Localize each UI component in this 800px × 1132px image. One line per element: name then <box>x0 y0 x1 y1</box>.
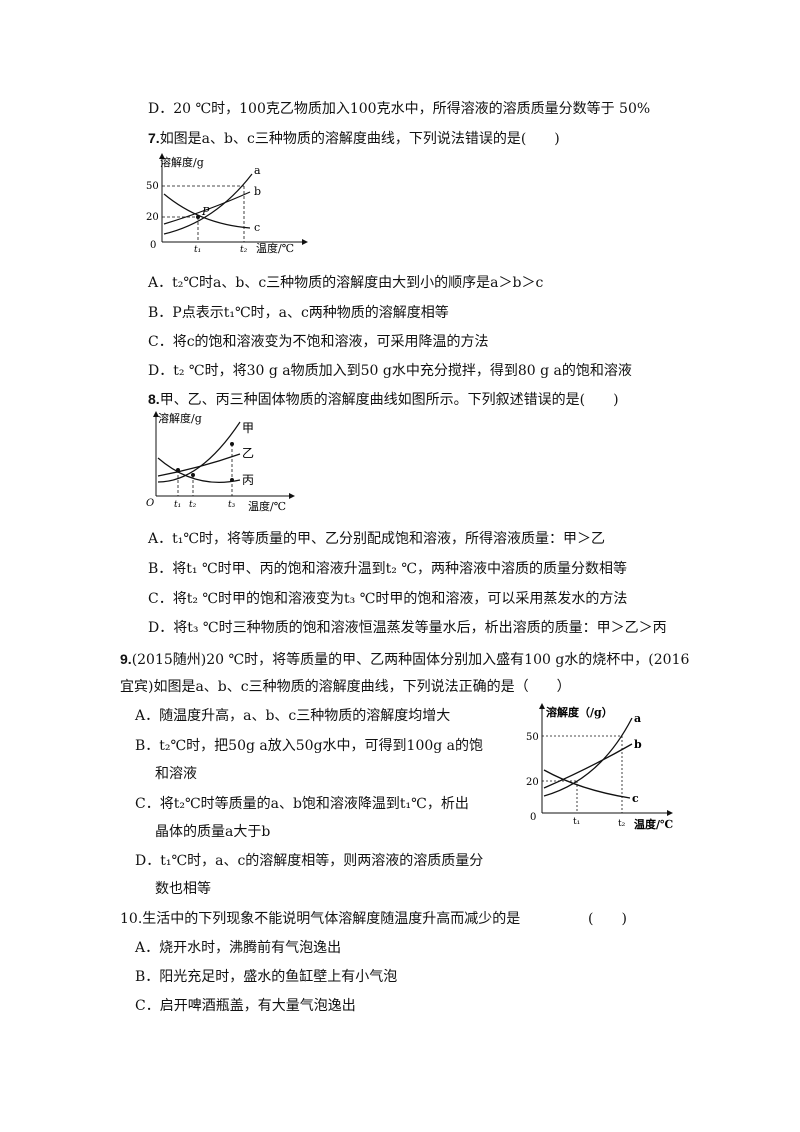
q9-y-50: 50 <box>526 732 539 743</box>
q8-origin: O <box>146 498 154 509</box>
q9-stem-text1: (2015随州)20 ℃时，将等质量的甲、乙两种固体分别加入盛有100 g水的烧… <box>131 652 690 668</box>
q9-y-20: 20 <box>526 777 539 788</box>
q9-origin: 0 <box>530 812 536 823</box>
q9-t2: t₂ <box>618 819 626 829</box>
q7-label-a: a <box>254 164 261 177</box>
q8-option-d: D．将t₃ ℃时三种物质的饱和溶液恒温蒸发等量水后，析出溶质的质量：甲＞乙＞丙 <box>148 620 667 636</box>
q8-label-yi: 乙 <box>242 446 254 460</box>
q9-stem-line1: 9.(2015随州)20 ℃时，将等质量的甲、乙两种固体分别加入盛有100 g水… <box>120 650 689 669</box>
q7-origin: 0 <box>150 240 156 251</box>
q8-x-label: 温度/℃ <box>248 499 286 513</box>
q7-stem: 7.如图是a、b、c三种物质的溶解度曲线，下列说法错误的是( ) <box>148 129 560 148</box>
q9-curve-b <box>543 743 633 789</box>
q7-curve-b <box>163 191 251 225</box>
q7-number: 7. <box>148 130 160 146</box>
q9-option-a: A．随温度升高，a、b、c三种物质的溶解度均增大 <box>135 708 451 724</box>
q8-stem-text: 甲、乙、丙三种固体物质的溶解度曲线如图所示。下列叙述错误的是( ) <box>159 392 619 408</box>
q8-label-jia: 甲 <box>242 421 254 435</box>
q9-label-b: b <box>634 738 642 751</box>
q9-label-a: a <box>634 712 641 725</box>
q8-t1: t₁ <box>174 500 181 510</box>
q8-solubility-graph: 溶解度/g O t₁ t₂ t₃ 温度/℃ 甲 乙 丙 <box>146 411 295 513</box>
q8-option-b: B．将t₁ ℃时甲、丙的饱和溶液升温到t₂ ℃，两种溶液中溶质的质量分数相等 <box>148 561 627 577</box>
q9-option-c-line2: 晶体的质量a大于b <box>155 824 271 840</box>
q8-label-bing: 丙 <box>242 473 254 487</box>
q10-answer-paren: ( ) <box>588 911 627 927</box>
q9-stem-line2: 宜宾)如图是a、b、c三种物质的溶解度曲线，下列说法正确的是（ ） <box>120 679 571 695</box>
q9-option-b-line2: 和溶液 <box>155 766 197 782</box>
q9-option-c-line1: C．将t₂℃时等质量的a、b饱和溶液降温到t₁℃，析出 <box>135 796 469 812</box>
q9-option-b-line1: B．t₂℃时，把50g a放入50g水中，可得到100g a的饱 <box>135 738 484 754</box>
q7-option-c: C．将c的饱和溶液变为不饱和溶液，可采用降温的方法 <box>148 334 489 350</box>
q7-option-b: B．P点表示t₁℃时，a、c两种物质的溶解度相等 <box>148 305 449 321</box>
q7-y-50: 50 <box>146 181 159 192</box>
q8-y-label: 溶解度/g <box>158 411 202 425</box>
q10-option-b: B．阳光充足时，盛水的鱼缸壁上有小气泡 <box>135 969 398 985</box>
q8-curve-bing <box>157 457 241 483</box>
q8-number: 8. <box>148 391 160 407</box>
q9-option-d-line2: 数也相等 <box>155 881 211 897</box>
q7-y-20: 20 <box>146 212 159 223</box>
q7-option-a: A．t₂℃时a、b、c三种物质的溶解度由大到小的顺序是a＞b＞c <box>148 275 544 291</box>
q7-curve-c <box>163 193 251 229</box>
q9-curve-a <box>543 717 633 797</box>
q8-t3: t₃ <box>228 500 236 510</box>
q7-solubility-graph: 溶解度/g 50 20 0 t₁ t₂ 温度/℃ a b c P <box>146 153 308 255</box>
q7-stem-text: 如图是a、b、c三种物质的溶解度曲线，下列说法错误的是( ) <box>159 131 560 147</box>
q9-t1: t₁ <box>573 817 580 827</box>
q9-y-label: 溶解度（/g） <box>546 705 613 719</box>
q10-stem: 10.生活中的下列现象不能说明气体溶解度随温度升高而减少的是 <box>120 911 521 927</box>
q6-option-d: D．20 ℃时，100克乙物质加入100克水中，所得溶液的溶质质量分数等于 50… <box>148 101 651 117</box>
q7-label-c: c <box>254 221 260 234</box>
q7-option-d: D．t₂ ℃时，将30 g a物质加入到50 g水中充分搅拌，得到80 g a的… <box>148 363 632 379</box>
q9-solubility-graph: 溶解度（/g） 50 20 0 t₁ t₂ 温度/℃ a b c <box>526 703 673 831</box>
q8-curve-yi <box>157 453 241 477</box>
q9-option-d-line1: D．t₁℃时，a、c的溶解度相等，则两溶液的溶质质量分 <box>135 853 484 869</box>
q8-t2: t₂ <box>189 500 197 510</box>
q7-x-label: 温度/℃ <box>256 241 294 255</box>
q8-stem: 8.甲、乙、丙三种固体物质的溶解度曲线如图所示。下列叙述错误的是( ) <box>148 390 619 409</box>
q7-label-b: b <box>254 185 261 198</box>
q9-x-label: 温度/℃ <box>634 817 673 831</box>
q10-option-c: C．启开啤酒瓶盖，有大量气泡逸出 <box>135 998 356 1014</box>
q7-t1: t₁ <box>194 245 201 255</box>
q9-number: 9. <box>120 651 132 667</box>
q10-option-a: A．烧开水时，沸腾前有气泡逸出 <box>135 940 342 956</box>
q9-curve-c <box>543 769 631 799</box>
q9-label-c: c <box>632 792 639 805</box>
q7-curve-a <box>163 173 253 235</box>
q7-label-p: P <box>201 205 210 218</box>
q7-y-label: 溶解度/g <box>160 155 204 169</box>
q7-t2: t₂ <box>240 245 248 255</box>
q8-option-a: A．t₁℃时，将等质量的甲、乙分别配成饱和溶液，所得溶液质量：甲＞乙 <box>148 531 606 547</box>
q8-option-c: C．将t₂ ℃时甲的饱和溶液变为t₃ ℃时甲的饱和溶液，可以采用蒸发水的方法 <box>148 591 628 607</box>
